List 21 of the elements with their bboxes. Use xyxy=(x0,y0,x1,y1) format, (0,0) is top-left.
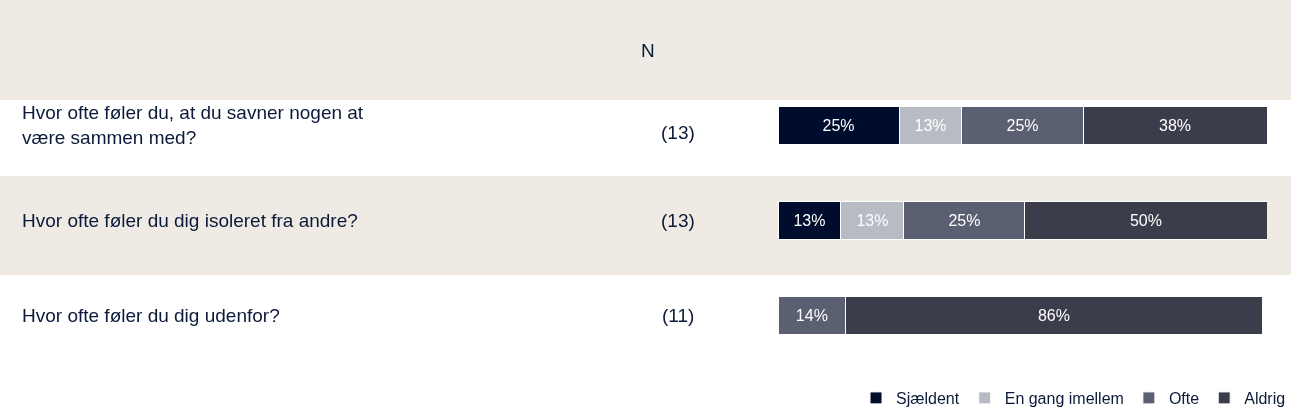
text: (13) xyxy=(661,210,695,231)
data-label: 50% xyxy=(1129,211,1162,229)
data-label: 13% xyxy=(793,211,826,229)
data-label: 25% xyxy=(948,211,981,229)
data-label: 38% xyxy=(1158,116,1192,134)
data-label: 13% xyxy=(914,116,947,134)
text: N xyxy=(641,40,655,61)
legend-label: Ofte xyxy=(1168,390,1200,408)
data-label: 86% xyxy=(1037,306,1070,324)
y-tick-label: Hvor ofte føler du dig udenfor? xyxy=(22,305,280,326)
text: (11) xyxy=(662,305,695,326)
legend-label: En gang imellem xyxy=(1004,390,1124,408)
data-label: 25% xyxy=(822,116,855,134)
text: (13) xyxy=(661,122,695,143)
data-label: 14% xyxy=(795,306,828,324)
legend-label: Aldrig xyxy=(1244,390,1286,408)
data-label: 25% xyxy=(1006,116,1039,134)
y-tick-label: Hvor ofte føler du, at du savner nogen at være sammen med? xyxy=(22,102,364,148)
y-tick-label: Hvor ofte føler du dig isoleret fra andre? xyxy=(22,210,358,231)
data-label: 13% xyxy=(856,211,889,229)
legend-label: Sjældent xyxy=(896,390,960,408)
